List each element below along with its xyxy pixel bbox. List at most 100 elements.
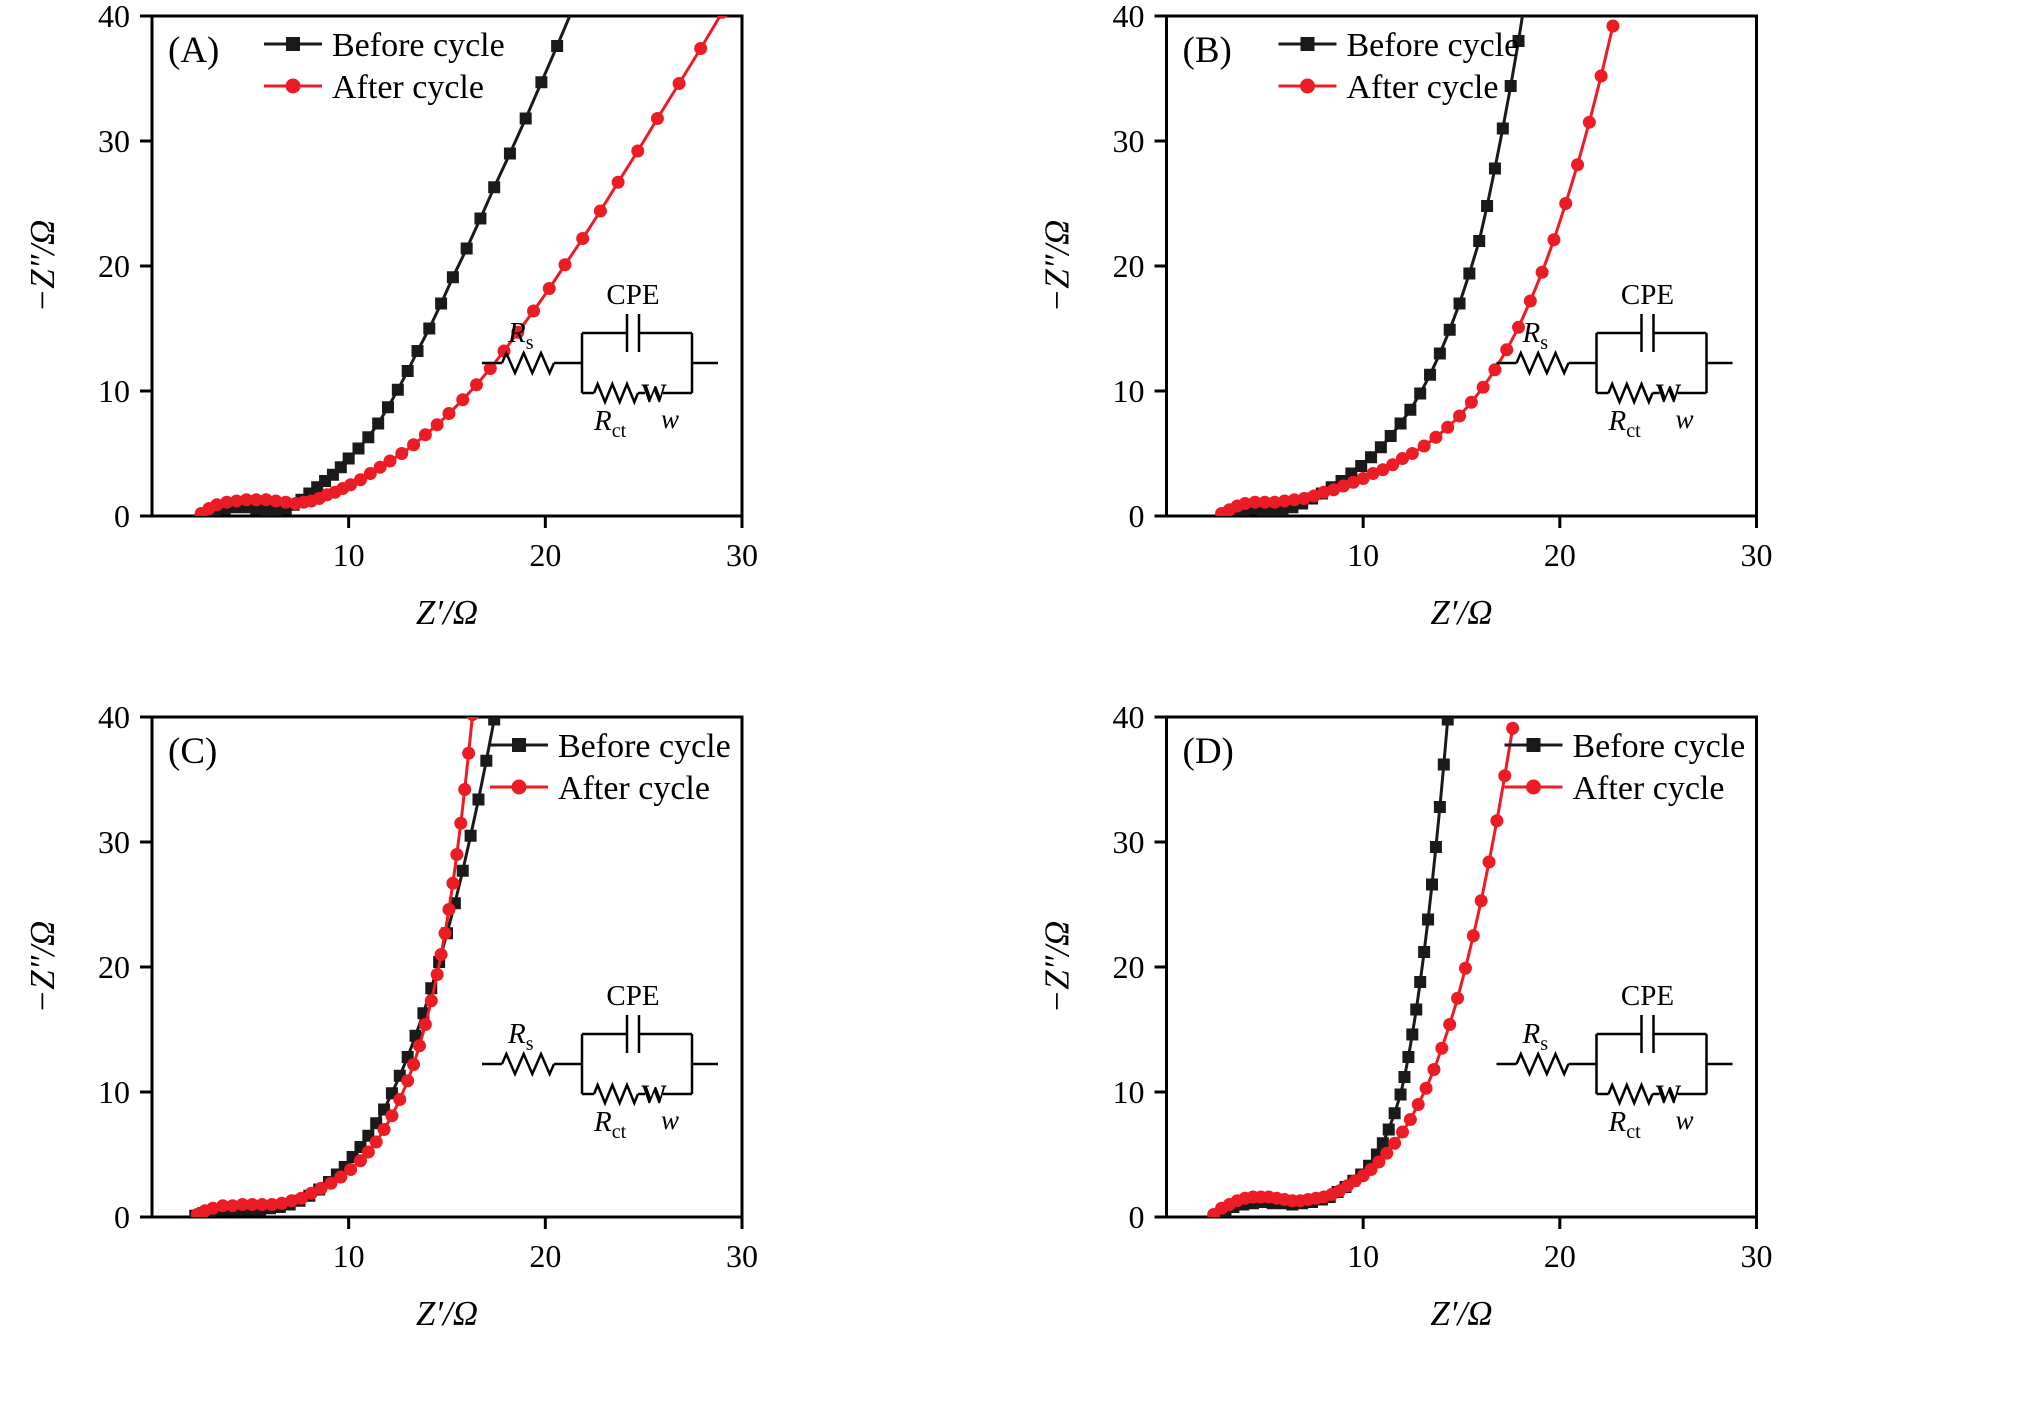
equivalent-circuit-inset: W Rs CPE Rct w <box>1496 980 1733 1143</box>
square-marker <box>1426 878 1438 891</box>
circle-marker <box>1488 363 1502 377</box>
circle-marker <box>1559 197 1573 210</box>
square-marker <box>1418 946 1431 958</box>
warburg-label: w <box>661 1105 679 1135</box>
circle-marker <box>226 1199 240 1213</box>
nyquist-panel-A: 10 20 30 0 10 20 30 40 Z′/Ω −Z″/Ω (A) Before cycle A… <box>23 0 758 632</box>
circle-marker <box>353 1154 367 1168</box>
circle-marker <box>324 1176 338 1190</box>
rct-resistor <box>1607 380 1654 406</box>
square-marker <box>1443 323 1456 336</box>
square-marker <box>464 829 477 842</box>
y-tick-label: 0 <box>1129 498 1145 534</box>
x-tick-label: 30 <box>726 537 758 573</box>
square-marker <box>391 383 404 396</box>
warburg-element: W <box>641 1080 667 1109</box>
square-marker <box>1424 368 1437 381</box>
x-tick-label: 20 <box>529 537 561 573</box>
square-marker <box>1481 200 1494 212</box>
cpe-label: CPE <box>606 279 659 311</box>
circle-marker <box>1411 1098 1425 1111</box>
square-marker <box>1384 430 1397 442</box>
legend-square-marker <box>1300 37 1315 51</box>
rct-resistor <box>1607 1081 1654 1107</box>
legend-item-before-cycle: Before cycle <box>264 27 505 64</box>
square-marker <box>423 322 436 335</box>
square-marker <box>1406 1028 1419 1041</box>
legend-circle-marker <box>511 779 527 795</box>
legend-item-after-cycle: After cycle <box>490 770 710 807</box>
legend-label: After cycle <box>1573 770 1725 807</box>
circle-marker <box>1441 420 1455 434</box>
y-axis-label: −Z″/Ω <box>23 921 62 1014</box>
y-tick-label: 20 <box>98 949 130 985</box>
legend-label: After cycle <box>1347 69 1499 106</box>
circle-marker <box>1337 479 1350 493</box>
legend-square-marker <box>512 738 526 752</box>
rs-resistor <box>1515 349 1570 377</box>
circle-marker <box>672 77 686 90</box>
circle-marker <box>558 258 572 272</box>
x-tick-label: 10 <box>1347 1238 1379 1274</box>
x-axis-label: Z′/Ω <box>416 1294 478 1333</box>
circle-marker <box>1268 495 1282 509</box>
series-after-cycle <box>190 717 479 1217</box>
square-marker <box>435 297 448 310</box>
square-marker <box>1453 297 1466 310</box>
square-marker <box>1433 801 1446 813</box>
circle-marker <box>434 948 448 961</box>
circle-marker <box>1307 489 1321 503</box>
axes: 10 20 30 0 10 20 30 40 <box>1113 0 1773 573</box>
circle-marker <box>1523 294 1537 308</box>
square-marker <box>1388 1107 1401 1120</box>
circle-marker <box>1238 497 1252 510</box>
y-tick-label: 0 <box>114 1199 130 1235</box>
circle-marker <box>206 1201 220 1215</box>
square-marker <box>1410 1003 1423 1016</box>
x-axis-label: Z′/Ω <box>416 593 478 632</box>
circle-marker <box>576 232 590 245</box>
rct-resistor <box>592 380 640 406</box>
square-marker <box>260 503 273 516</box>
square-marker <box>1488 162 1501 175</box>
x-axis-label: Z′/Ω <box>1430 593 1492 632</box>
legend-circle-marker <box>1526 779 1541 795</box>
x-tick-label: 10 <box>333 1238 365 1274</box>
axes: 10 20 30 0 10 20 30 40 <box>1113 701 1773 1274</box>
legend-circle-marker <box>285 78 301 94</box>
circle-marker <box>1427 1063 1441 1076</box>
circle-marker <box>363 467 377 480</box>
circle-marker <box>1366 467 1380 480</box>
circle-marker <box>265 1198 279 1211</box>
x-tick-label: 30 <box>1741 537 1773 573</box>
square-marker <box>472 793 485 806</box>
circle-marker <box>1419 1081 1433 1095</box>
cpe-label: CPE <box>606 980 659 1012</box>
square-marker <box>1422 913 1435 926</box>
square-marker <box>1414 387 1427 400</box>
x-tick-label: 20 <box>529 1238 561 1274</box>
series-line <box>196 717 474 1216</box>
rs-resistor <box>1515 1050 1570 1078</box>
square-marker <box>1394 417 1407 430</box>
circle-marker <box>1476 380 1490 394</box>
legend-item-before-cycle: Before cycle <box>490 728 731 765</box>
warburg-label: w <box>661 404 679 434</box>
series-before-cycle <box>1211 717 1454 1217</box>
y-tick-label: 20 <box>98 248 130 284</box>
rct-label: Rct <box>1608 405 1642 442</box>
rs-resistor <box>500 1050 556 1078</box>
circle-marker <box>1582 115 1596 129</box>
circle-marker <box>1466 929 1480 943</box>
y-axis-label: −Z″/Ω <box>1038 220 1077 313</box>
circle-marker <box>462 746 476 760</box>
circle-marker <box>1429 430 1443 444</box>
warburg-element: W <box>1656 379 1682 408</box>
square-marker <box>1355 460 1368 472</box>
warburg-element: W <box>641 379 667 408</box>
circle-marker <box>1386 458 1400 472</box>
square-marker <box>535 76 548 89</box>
y-tick-label: 40 <box>98 0 130 34</box>
circle-marker <box>385 1109 399 1123</box>
